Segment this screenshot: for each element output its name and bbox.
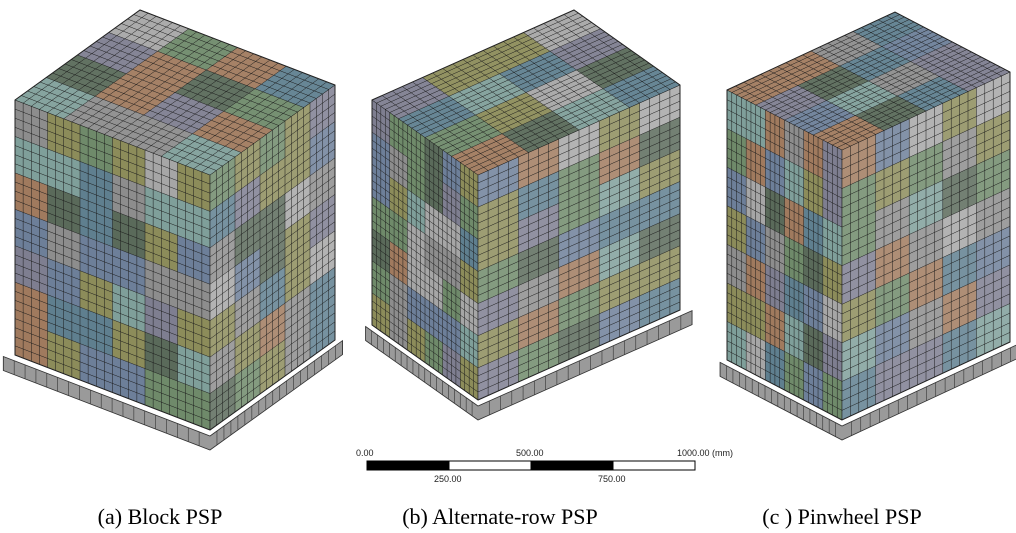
caption: (b) Alternate-row PSP (402, 504, 598, 529)
scale-label: 1000.00 (mm) (677, 448, 733, 458)
scale-label: 0.00 (356, 448, 374, 458)
scale-bar: 0.00 500.00 1000.00 (mm) 250.00 750.00 (356, 448, 733, 484)
scale-segment (531, 461, 613, 470)
scale-segment (449, 461, 531, 470)
scale-label: 500.00 (516, 448, 544, 458)
caption: (a) Block PSP (98, 504, 223, 529)
scale-label: 750.00 (598, 474, 626, 484)
scale-label: 250.00 (434, 474, 462, 484)
caption: (c ) Pinwheel PSP (762, 504, 922, 529)
mesh-models (3, 10, 1016, 450)
scale-segment (367, 461, 449, 470)
figure: 0.00 500.00 1000.00 (mm) 250.00 750.00 (… (0, 0, 1016, 533)
scale-segment (613, 461, 695, 470)
